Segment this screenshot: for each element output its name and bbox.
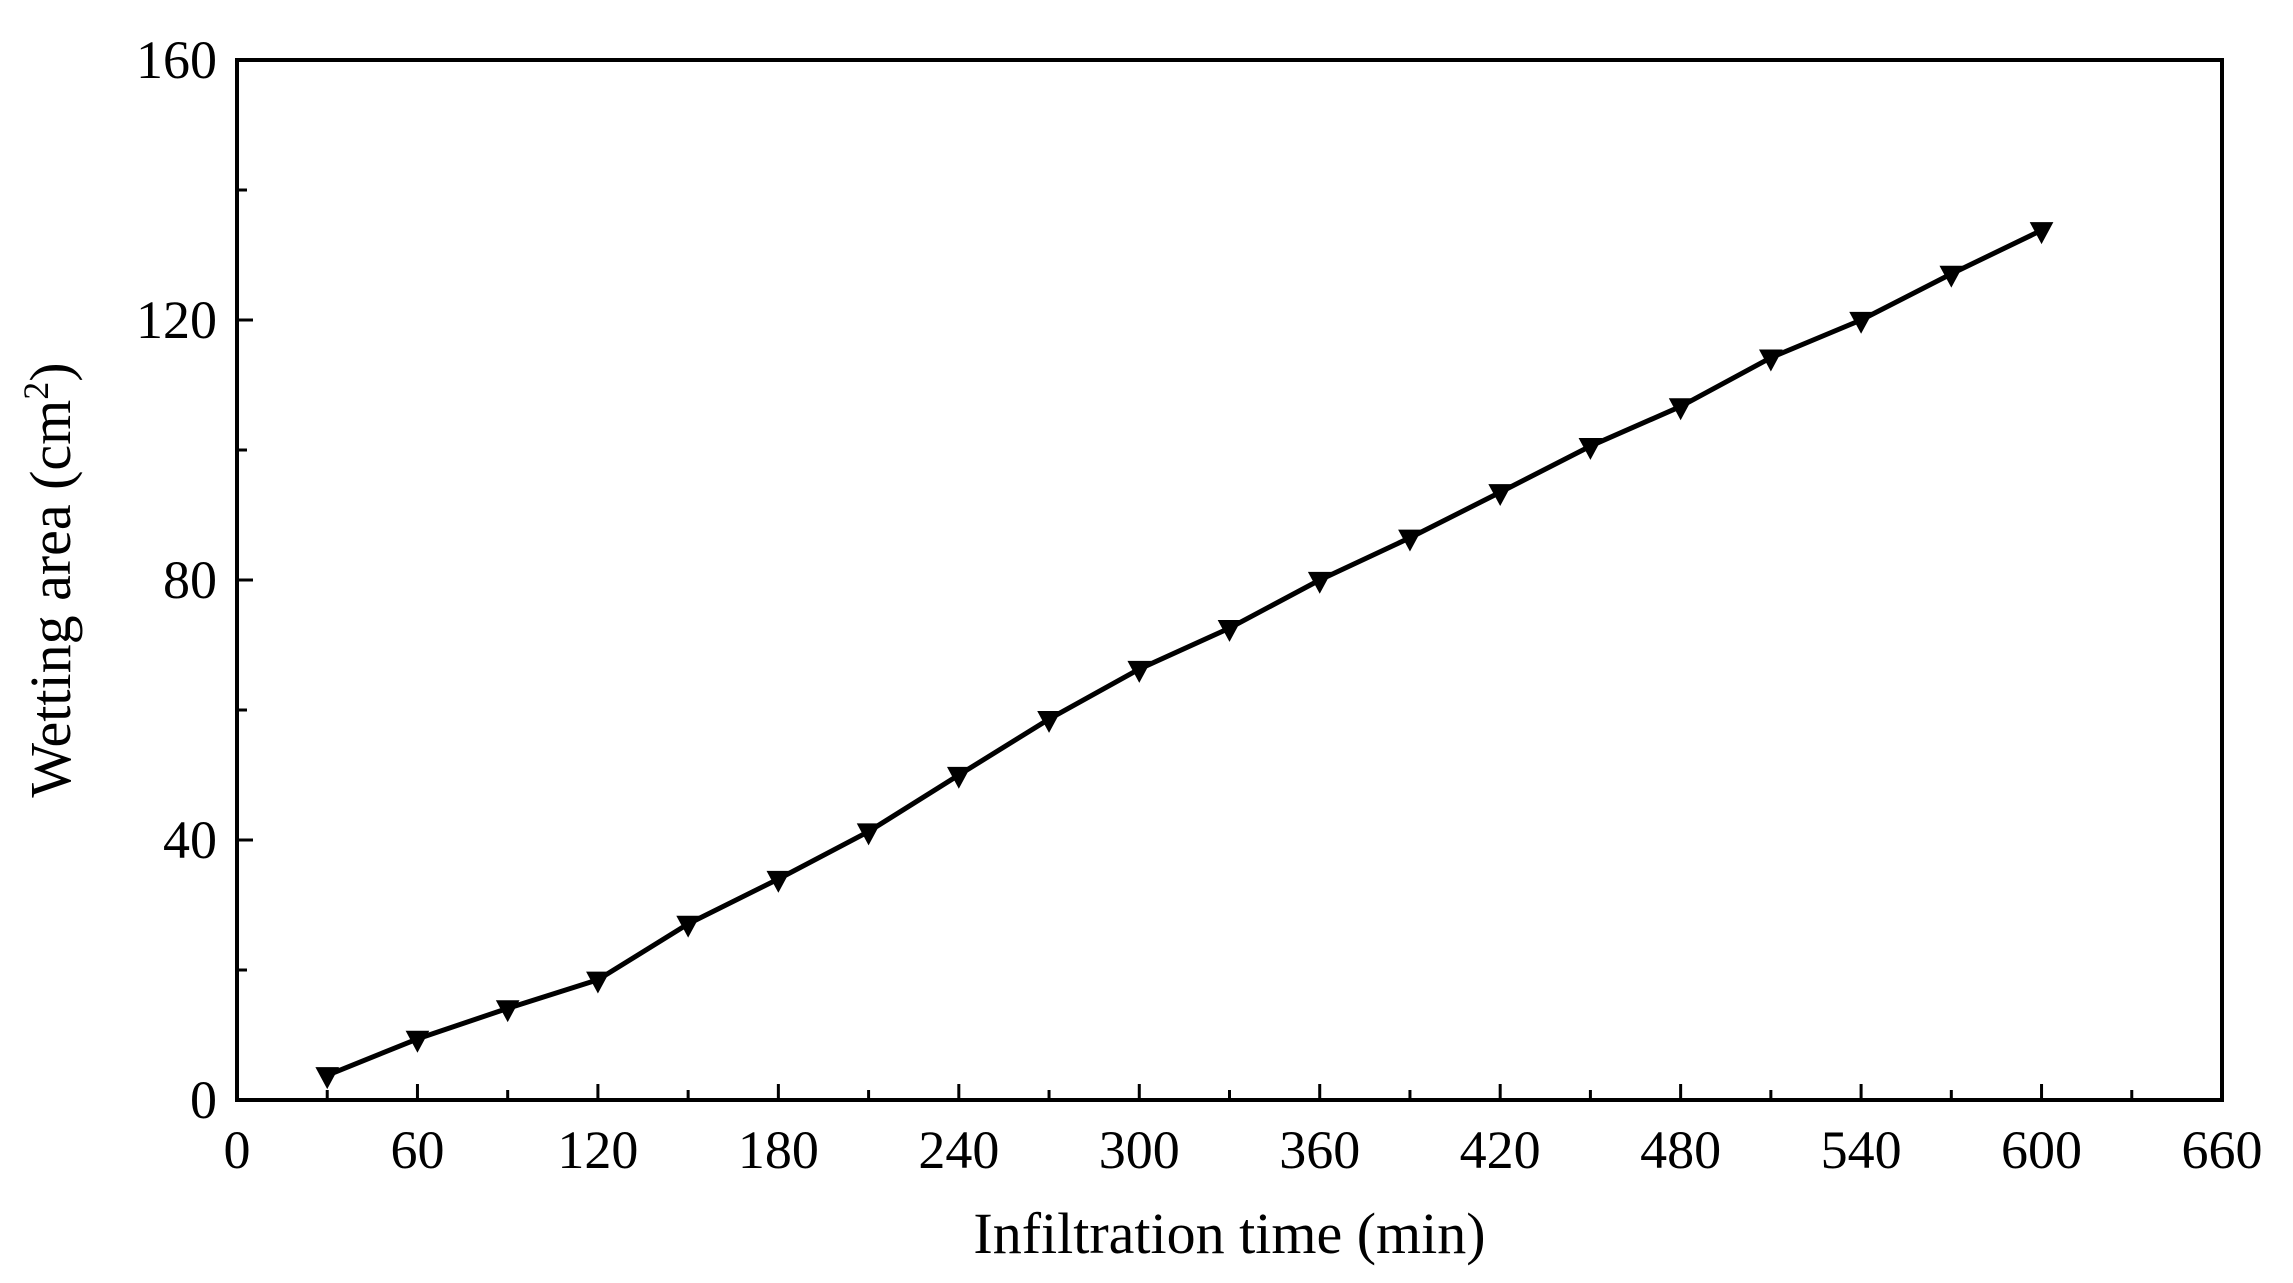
y-tick-label: 160 — [136, 30, 217, 90]
x-tick-label: 300 — [1099, 1120, 1180, 1180]
y-tick-label: 120 — [136, 290, 217, 350]
x-tick-label: 660 — [2182, 1120, 2263, 1180]
data-point-marker — [315, 1067, 340, 1090]
data-markers — [315, 222, 2054, 1090]
plot-frame — [235, 58, 2224, 1102]
data-point-marker — [1398, 529, 1422, 552]
x-tick-label: 120 — [557, 1120, 638, 1180]
data-point-marker — [1127, 660, 1152, 683]
x-tick-label: 360 — [1279, 1120, 1360, 1180]
x-axis-label: Infiltration time (min) — [973, 1201, 1485, 1266]
data-point-marker — [2029, 222, 2054, 245]
x-tick-label: 180 — [738, 1120, 819, 1180]
series-line-group — [326, 228, 2043, 1078]
data-point-marker — [946, 766, 971, 789]
data-point-marker — [1307, 571, 1332, 594]
data-point-marker — [495, 1000, 520, 1023]
y-axis-label: Wetting area (cm2) — [16, 362, 83, 797]
data-point-marker — [1578, 437, 1603, 460]
y-tick-label: 0 — [190, 1070, 217, 1130]
y-tick-label: 40 — [163, 810, 217, 870]
x-tick-label: 480 — [1640, 1120, 1721, 1180]
y-axis-label-main: Wetting area (cm — [18, 400, 83, 798]
x-tick-label: 600 — [2001, 1120, 2082, 1180]
data-point-marker — [586, 971, 610, 994]
data-point-marker — [1939, 265, 1964, 288]
x-tick-label: 540 — [1821, 1120, 1902, 1180]
ticks — [235, 58, 2224, 1102]
x-tick-label: 60 — [390, 1120, 444, 1180]
series-line — [326, 228, 2043, 1078]
data-point-marker — [676, 915, 700, 938]
data-point-marker — [1037, 710, 1061, 733]
data-point-marker — [856, 823, 881, 846]
x-tick-label: 240 — [918, 1120, 999, 1180]
data-point-marker — [1217, 619, 1242, 642]
tick-labels: 0 60 120 180 240 300 360 420 480 540 600 660 0 40 80 12… — [136, 30, 2263, 1180]
y-axis-label-suffix: ) — [18, 362, 83, 381]
x-tick-label: 0 — [224, 1120, 251, 1180]
data-point-marker — [766, 870, 791, 893]
data-point-marker — [1759, 349, 1783, 372]
y-axis-label-superscript: 2 — [16, 382, 56, 400]
data-point-marker — [1668, 398, 1693, 421]
data-point-marker — [1488, 484, 1513, 507]
y-tick-label: 80 — [163, 550, 217, 610]
data-point-marker — [405, 1030, 430, 1053]
x-tick-label: 420 — [1460, 1120, 1541, 1180]
data-point-marker — [1849, 311, 1873, 334]
